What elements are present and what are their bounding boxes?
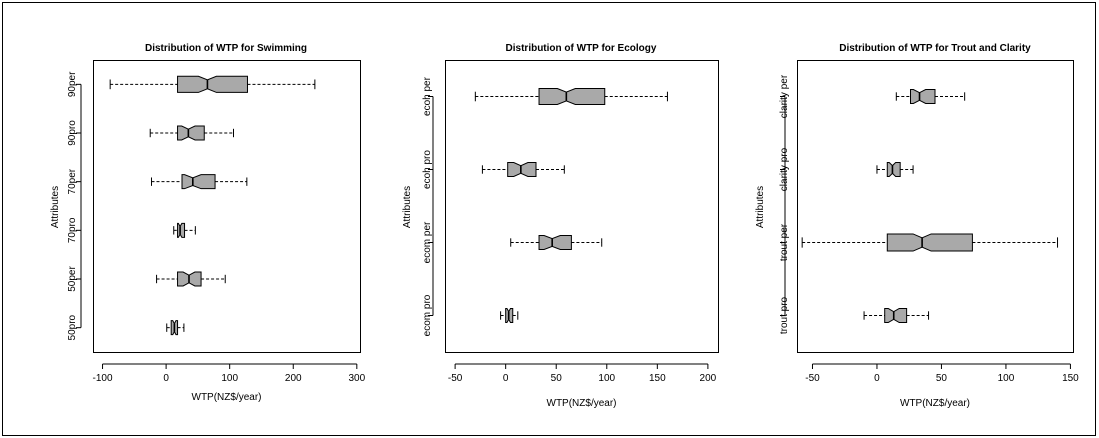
x-tick-label: 150 bbox=[1062, 373, 1079, 384]
category-label: ecoh per bbox=[422, 76, 433, 116]
category-label: 70per bbox=[67, 168, 78, 194]
x-axis-label: WTP(NZ$/year) bbox=[192, 392, 262, 403]
x-axis-label: WTP(NZ$/year) bbox=[547, 398, 617, 409]
y-axis-label: Attributes bbox=[755, 186, 766, 228]
notched-box bbox=[909, 89, 936, 104]
x-tick-label: 300 bbox=[348, 373, 365, 384]
box-50per: 50per bbox=[67, 266, 226, 292]
category-label: trout per bbox=[779, 223, 790, 261]
box-70pro: 70pro bbox=[67, 217, 196, 243]
x-tick-label: 100 bbox=[998, 373, 1015, 384]
box-ecoh-per: ecoh per bbox=[422, 76, 668, 116]
box-clarity-per: clarity per bbox=[779, 74, 966, 118]
x-tick-label: 50 bbox=[551, 373, 563, 384]
notched-box bbox=[884, 308, 908, 323]
chart-title: Distribution of WTP for Swimming bbox=[145, 43, 307, 54]
x-tick-label: -100 bbox=[93, 373, 113, 384]
notched-box bbox=[886, 162, 901, 177]
box-ecoh-pro: ecoh pro bbox=[422, 150, 565, 189]
x-tick-label: 50 bbox=[936, 373, 948, 384]
box-trout-per: trout per bbox=[779, 223, 1059, 261]
x-tick-label: -50 bbox=[448, 373, 463, 384]
notched-box bbox=[538, 235, 572, 250]
category-label: clarity pro bbox=[779, 147, 790, 191]
category-label: 90pro bbox=[67, 120, 78, 146]
notched-box bbox=[177, 222, 186, 238]
box-70per: 70per bbox=[67, 168, 248, 194]
category-label: ecom pro bbox=[422, 294, 433, 336]
x-tick-label: -50 bbox=[805, 373, 820, 384]
notched-box bbox=[538, 88, 606, 105]
notched-box bbox=[177, 75, 248, 93]
category-label: 90per bbox=[67, 71, 78, 97]
x-tick-label: 150 bbox=[649, 373, 666, 384]
chart-title: Distribution of WTP for Ecology bbox=[506, 43, 657, 54]
category-label: 50per bbox=[67, 266, 78, 292]
category-label: ecom per bbox=[422, 221, 433, 263]
box-ecom-per: ecom per bbox=[422, 221, 603, 263]
x-tick-label: 0 bbox=[874, 373, 880, 384]
y-axis-label: Attributes bbox=[50, 186, 61, 228]
panel-trout-clarity: Distribution of WTP for Trout and Clarit… bbox=[755, 43, 1079, 409]
category-label: ecoh pro bbox=[422, 150, 433, 189]
notched-box bbox=[177, 125, 205, 141]
box-trout-pro: trout pro bbox=[779, 296, 930, 334]
x-tick-label: 100 bbox=[598, 373, 615, 384]
chart-title: Distribution of WTP for Trout and Clarit… bbox=[839, 43, 1031, 54]
plot-frame bbox=[445, 60, 719, 353]
box-50pro: 50pro bbox=[67, 314, 185, 340]
category-label: trout pro bbox=[779, 296, 790, 334]
x-tick-label: 0 bbox=[163, 373, 169, 384]
box-90pro: 90pro bbox=[67, 120, 234, 146]
panel-ecology: Distribution of WTP for Ecology -50 0 50 100… bbox=[402, 43, 719, 409]
x-tick-label: 200 bbox=[285, 373, 302, 384]
plot-frame bbox=[93, 60, 361, 353]
category-label: clarity per bbox=[779, 74, 790, 118]
x-tick-label: 0 bbox=[503, 373, 509, 384]
panel-swimming: Distribution of WTP for Swimming -100 0 100… bbox=[50, 43, 366, 403]
y-axis-label: Attributes bbox=[402, 186, 413, 228]
notched-box bbox=[886, 233, 973, 252]
box-90per: 90per bbox=[67, 71, 316, 97]
category-label: 50pro bbox=[67, 314, 78, 340]
plot-frame bbox=[797, 60, 1074, 353]
box-ecom-pro: ecom pro bbox=[422, 294, 519, 336]
notched-box bbox=[181, 174, 216, 190]
x-tick-label: 100 bbox=[221, 373, 238, 384]
notched-box bbox=[507, 162, 537, 177]
x-tick-label: 200 bbox=[700, 373, 717, 384]
category-label: 70pro bbox=[67, 217, 78, 243]
box-clarity-pro: clarity pro bbox=[779, 147, 914, 191]
x-axis-label: WTP(NZ$/year) bbox=[900, 398, 970, 409]
